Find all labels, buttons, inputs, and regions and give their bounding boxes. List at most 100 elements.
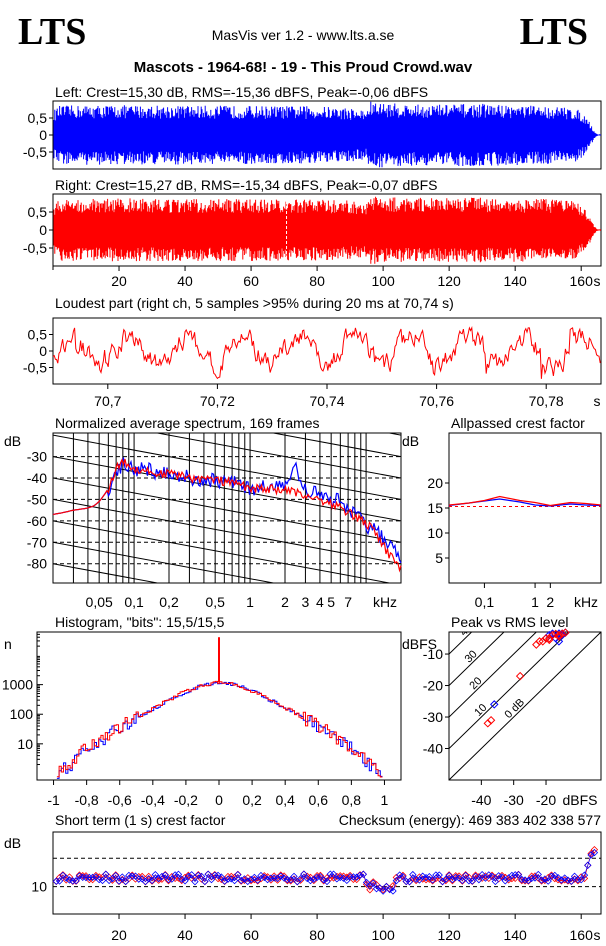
shortcrest-point	[557, 876, 566, 884]
shortcrest-point	[491, 877, 500, 886]
shortcrest-point	[154, 876, 163, 884]
x-tick-label: -20	[536, 792, 556, 808]
peakrms-frame	[448, 631, 602, 781]
shortcrest-point	[564, 876, 572, 884]
x-unit-label: dBFS	[562, 792, 597, 808]
shortcrest-point	[323, 877, 331, 886]
crest-label: 0 dB	[503, 697, 527, 721]
shortcrest-point	[306, 876, 315, 885]
y-tick-label: -0,5	[23, 360, 47, 376]
spectrum-ylabel: dB	[4, 433, 21, 449]
x-unit-label: s	[594, 927, 601, 943]
shortcrest-point	[392, 877, 401, 885]
x-tick-label: 120	[437, 273, 461, 289]
peakrms-point-red	[554, 632, 564, 641]
spectrum-slope-line	[53, 520, 393, 583]
x-tick-label: -1	[47, 792, 60, 808]
x-tick-label: 60	[243, 927, 259, 943]
spectrum-slope-lines	[53, 433, 401, 583]
shortcrest-point	[217, 873, 226, 881]
shortcrest-point	[211, 870, 219, 879]
shortcrest-point	[409, 870, 417, 879]
peakrms-point-red	[548, 630, 557, 640]
y-tick-label: -0,5	[23, 240, 47, 256]
y-tick-label: -10	[423, 646, 443, 662]
y-tick-label: 5	[435, 550, 443, 566]
shortcrest-point	[290, 872, 298, 881]
x-tick-label: 3	[302, 594, 310, 610]
shortcrest-point	[428, 876, 437, 884]
shortcrest-point	[55, 877, 64, 885]
shortcrest-point	[494, 872, 503, 880]
x-tick-label: 80	[309, 273, 325, 289]
shortcrest-point	[194, 871, 202, 880]
left-title: Left: Crest=15,30 dB, RMS=-15,36 dBFS, P…	[55, 84, 428, 100]
shortcrest-point	[438, 877, 447, 886]
shortcrest-point	[537, 876, 546, 884]
shortcrest-point	[412, 875, 420, 883]
x-tick-label: 1	[381, 792, 389, 808]
spectrum-title: Normalized average spectrum, 169 frames	[55, 415, 320, 431]
shortcrest-point	[445, 871, 453, 880]
shortcrest-point	[481, 872, 490, 880]
allpass-ylabel: dB	[402, 433, 419, 449]
y-tick-label: -30	[27, 449, 47, 465]
shortcrest-point	[587, 849, 595, 858]
shortcrest-point	[504, 876, 513, 884]
spectrum-slope-line	[53, 498, 401, 565]
peakrms-point-blue	[490, 700, 499, 709]
shortcrest-point	[353, 873, 361, 881]
shortcrest-point	[230, 876, 239, 885]
x-tick-label: 0,05	[86, 594, 113, 610]
x-tick-label: 0,6	[309, 792, 329, 808]
y-tick-label: 0	[39, 127, 47, 143]
shortcrest-point	[339, 874, 348, 882]
shortcrest-point	[435, 871, 443, 879]
app-title: MasVis ver 1.2 - www.lts.a.se	[211, 27, 395, 43]
shortcrest-point	[178, 875, 186, 883]
shortcrest-point	[214, 871, 222, 880]
x-unit-label: s	[594, 273, 601, 289]
shortcrest-point	[220, 877, 229, 885]
shortcrest-point	[386, 885, 394, 894]
y-tick-label: 10	[427, 525, 443, 541]
y-tick-label: -0,5	[23, 144, 47, 160]
shortcrest-point	[584, 861, 592, 869]
crest-label: 30	[463, 648, 480, 665]
shortcrest-point	[389, 887, 397, 895]
x-tick-label: 2	[546, 594, 554, 610]
left-waveform	[53, 101, 601, 168]
x-tick-label: 1	[531, 594, 539, 610]
crest-label: 40	[458, 621, 475, 638]
spectrum-slope-line	[154, 433, 401, 479]
shortcrest-point	[461, 871, 470, 880]
shortcrest-point	[95, 875, 103, 884]
shortcrest-point	[574, 876, 582, 885]
shortcrest-point	[577, 876, 585, 884]
shortcrest-point	[151, 870, 159, 879]
x-tick-label: 60	[243, 273, 259, 289]
y-tick-label: -60	[27, 513, 47, 529]
y-tick-label: -70	[27, 534, 47, 550]
shortcrest-point	[369, 879, 377, 887]
shortcrest-point	[422, 873, 430, 882]
shortcrest-point	[237, 876, 245, 885]
shortcrest-series-line	[56, 849, 595, 891]
shortcrest-point	[62, 874, 70, 882]
shortcrest-point	[524, 876, 533, 885]
spectrum-grid	[52, 433, 402, 583]
x-tick-label: 1	[246, 594, 254, 610]
shortcrest-point	[514, 871, 523, 879]
shortcrest-point	[567, 877, 575, 885]
shortcrest-point	[184, 872, 192, 881]
shortcrest-point	[115, 877, 123, 885]
crest-label: 20	[467, 675, 484, 692]
shortcrest-point	[254, 877, 262, 885]
shortcrest-point	[468, 877, 476, 885]
y-tick-label: 0,5	[28, 110, 48, 126]
x-tick-label: -30	[504, 792, 524, 808]
y-tick-label: -30	[423, 709, 443, 725]
histogram-series-blue	[56, 681, 383, 779]
